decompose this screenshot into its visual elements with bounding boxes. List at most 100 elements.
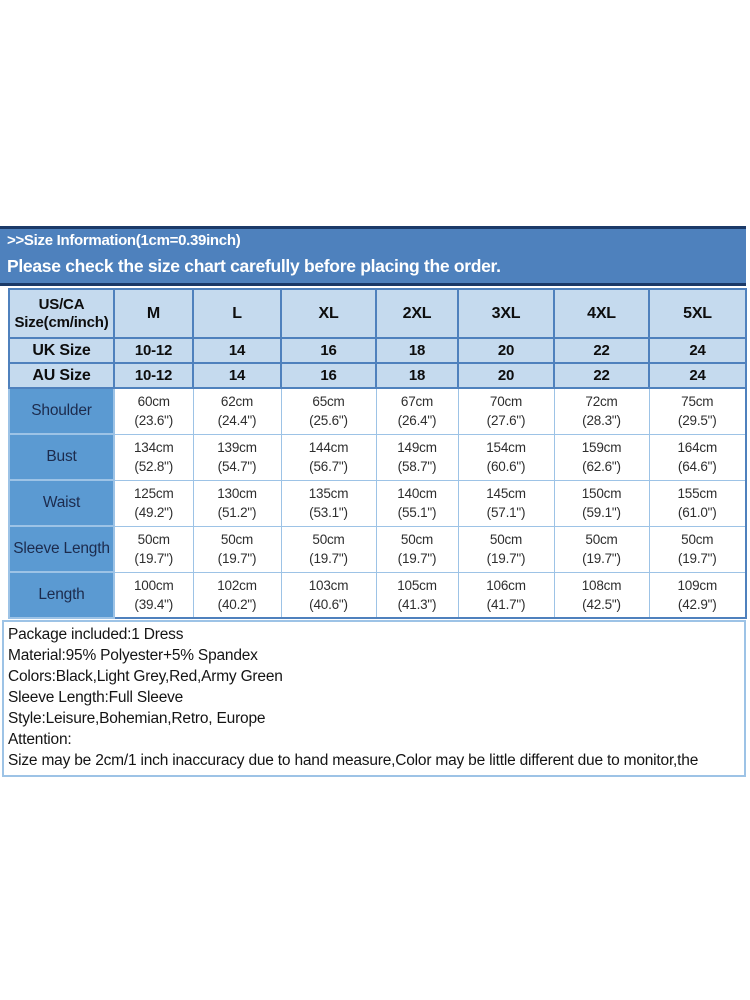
measurement-value-cell: 130cm (51.2")	[192, 479, 282, 527]
measurement-inch-value: (40.2")	[217, 596, 257, 612]
measurement-value-cell: 60cm (23.6")	[113, 387, 194, 435]
measurement-inch-value: (55.1")	[397, 505, 437, 520]
measurement-value-cell: 106cm (41.7")	[457, 571, 555, 619]
measurement-value-cell: 139cm (54.7")	[192, 433, 282, 481]
note-line: Package included:1 Dress	[8, 626, 184, 643]
size-column-header: 5XL	[648, 288, 747, 339]
measurement-inch-value: (19.7")	[486, 551, 526, 566]
measurement-inch-value: (41.7")	[486, 596, 526, 612]
measurement-value-cell: 155cm (61.0")	[648, 479, 747, 527]
measurement-row: Waist 125cm (49.2") 130cm (51.2") 135cm (53.1"…	[8, 479, 747, 527]
measurement-inch-value: (19.7")	[582, 551, 621, 566]
size-column-header: L	[192, 288, 282, 339]
measurement-value-cell: 134cm (52.8")	[113, 433, 194, 481]
measurement-cm-value: 130cm	[217, 486, 257, 501]
measurement-inch-value: (29.5")	[677, 413, 717, 429]
measurement-inch-value: (24.4")	[217, 413, 257, 429]
measurement-cm-value: 75cm	[681, 394, 714, 410]
size-info-sheet: >>Size Information(1cm=0.39inch) Please …	[0, 226, 750, 777]
measurement-inch-value: (53.1")	[309, 505, 348, 520]
measurement-row: Sleeve Length 50cm (19.7") 50cm (19.7") 50cm (…	[8, 525, 747, 573]
measurement-row-label: Length	[8, 571, 115, 619]
measurement-cm-value: 155cm	[677, 486, 718, 501]
measurement-inch-value: (59.1")	[582, 505, 621, 520]
measurement-inch-value: (19.7")	[677, 551, 717, 566]
measurement-value-cell: 75cm (29.5")	[648, 387, 747, 435]
measurement-cm-value: 100cm	[133, 577, 174, 593]
measurement-inch-value: (23.6")	[134, 413, 174, 429]
conversion-value-cell: 22	[553, 337, 650, 364]
measurement-cm-value: 150cm	[581, 486, 622, 501]
measurement-value-cell: 50cm (19.7")	[280, 525, 377, 573]
measurement-cm-value: 50cm	[489, 532, 523, 547]
header-banner: >>Size Information(1cm=0.39inch) Please …	[0, 226, 746, 286]
conversion-value-cell: 24	[648, 337, 747, 364]
size-column-header: M	[113, 288, 194, 339]
measurement-inch-value: (26.4")	[397, 413, 437, 429]
measurement-inch-value: (28.3")	[582, 413, 621, 429]
measurement-value-cell: 108cm (42.5")	[553, 571, 650, 619]
measurement-row: Length 100cm (39.4") 102cm (40.2") 103cm (40.6…	[8, 571, 747, 619]
measurement-cm-value: 50cm	[585, 532, 618, 547]
measurement-inch-value: (19.7")	[134, 551, 174, 566]
measurement-value-cell: 103cm (40.6")	[280, 571, 377, 619]
size-table-tbody: US/CA Size(cm/inch) M L XL 2XL 3XL 4XL 5XL UK Si…	[8, 288, 747, 619]
measurement-value-cell: 50cm (19.7")	[648, 525, 747, 573]
measurement-inch-value: (39.4")	[134, 596, 174, 612]
measurement-inch-value: (41.3")	[397, 596, 437, 612]
measurement-value-cell: 149cm (58.7")	[375, 433, 459, 481]
measurement-cm-value: 154cm	[486, 440, 526, 455]
measurement-value-cell: 105cm (41.3")	[375, 571, 459, 619]
measurement-value-cell: 67cm (26.4")	[375, 387, 459, 435]
conversion-value-cell: 20	[457, 337, 555, 364]
banner-subtitle: Please check the size chart carefully be…	[7, 256, 501, 276]
measurement-cm-value: 135cm	[308, 486, 349, 501]
measurement-cm-value: 67cm	[400, 394, 434, 410]
size-header-row: US/CA Size(cm/inch) M L XL 2XL 3XL 4XL 5XL	[8, 288, 747, 339]
measurement-inch-value: (27.6")	[486, 413, 526, 429]
conversion-value-cell: 16	[280, 362, 377, 389]
size-column-header: 2XL	[375, 288, 459, 339]
measurement-value-cell: 164cm (64.6")	[648, 433, 747, 481]
note-line: Attention:	[8, 731, 72, 748]
size-column-header: 4XL	[553, 288, 650, 339]
conversion-value-cell: 10-12	[113, 362, 194, 389]
measurement-cm-value: 159cm	[581, 440, 622, 455]
measurement-value-cell: 102cm (40.2")	[192, 571, 282, 619]
measurement-cm-value: 140cm	[397, 486, 437, 501]
conversion-row: AU Size 10-12 14 16 18 20 22 24	[8, 362, 747, 389]
conversion-value-cell: 14	[192, 337, 282, 364]
conversion-value-cell: 20	[457, 362, 555, 389]
measurement-inch-value: (60.6")	[486, 459, 526, 474]
measurement-cm-value: 144cm	[308, 440, 349, 455]
measurement-row-label: Waist	[8, 479, 115, 527]
measurement-row: Bust 134cm (52.8") 139cm (54.7") 144cm (56.7")…	[8, 433, 747, 481]
measurement-cm-value: 72cm	[585, 394, 618, 410]
measurement-value-cell: 72cm (28.3")	[553, 387, 650, 435]
measurement-inch-value: (42.5")	[582, 596, 621, 612]
measurement-cm-value: 102cm	[217, 577, 257, 593]
measurement-cm-value: 164cm	[677, 440, 718, 455]
note-line: Colors:Black,Light Grey,Red,Army Green	[8, 668, 283, 685]
measurement-inch-value: (19.7")	[309, 551, 348, 566]
measurement-inch-value: (25.6")	[309, 413, 348, 429]
measurement-value-cell: 70cm (27.6")	[457, 387, 555, 435]
measurement-inch-value: (62.6")	[582, 459, 621, 474]
measurement-inch-value: (40.6")	[309, 596, 348, 612]
conversion-value-cell: 24	[648, 362, 747, 389]
measurement-value-cell: 62cm (24.4")	[192, 387, 282, 435]
measurement-value-cell: 144cm (56.7")	[280, 433, 377, 481]
size-table: US/CA Size(cm/inch) M L XL 2XL 3XL 4XL 5XL UK Si…	[8, 288, 747, 619]
measurement-value-cell: 150cm (59.1")	[553, 479, 650, 527]
measurement-inch-value: (64.6")	[677, 459, 717, 474]
measurement-value-cell: 65cm (25.6")	[280, 387, 377, 435]
measurement-value-cell: 140cm (55.1")	[375, 479, 459, 527]
measurement-cm-value: 145cm	[486, 486, 526, 501]
measurement-value-cell: 145cm (57.1")	[457, 479, 555, 527]
measurement-cm-value: 139cm	[217, 440, 257, 455]
measurement-row-label: Shoulder	[8, 387, 115, 435]
measurement-cm-value: 50cm	[400, 532, 434, 547]
measurement-inch-value: (19.7")	[217, 551, 257, 566]
measurement-inch-value: (57.1")	[486, 505, 526, 520]
measurement-cm-value: 103cm	[308, 577, 349, 593]
